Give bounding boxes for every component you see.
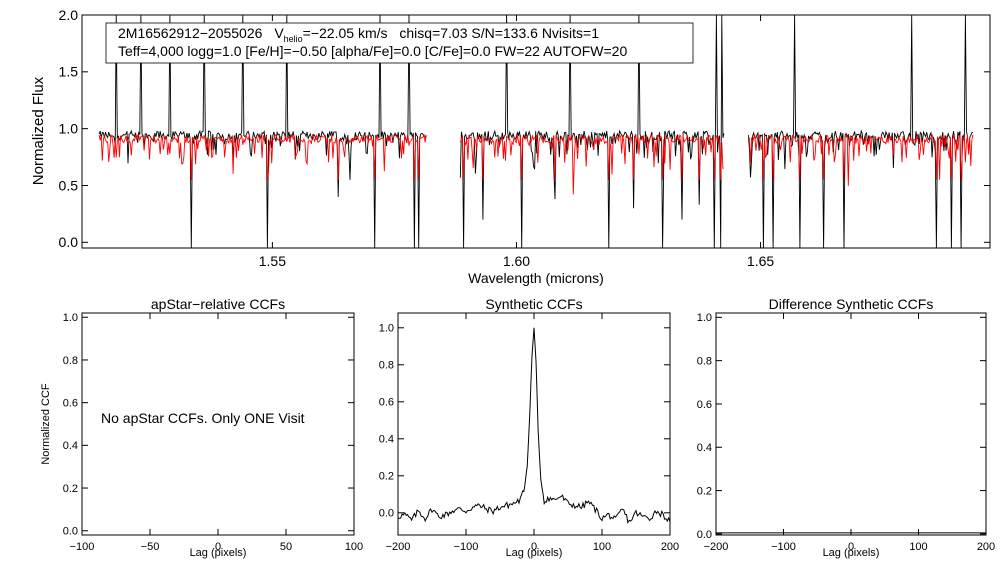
difference-ytick-label: 0.6 [697,399,712,411]
spectrum-legend: 2M16562912−2055026 Vhelio=−22.05 km/s ch… [105,22,694,64]
difference-title: Difference Synthetic CCFs [769,296,934,312]
synthetic-ytick-label: 1.0 [379,323,394,335]
spectrum-frame [81,14,991,249]
legend-star-id: 2M16562912−2055026 [118,25,263,41]
spectrum-panel: 1.55 1.60 1.65 0.0 0.5 1.0 1.5 2.0 2M16562912−2… [30,7,991,286]
difference-xtick-label: −100 [771,541,796,553]
apstar-xlabel: Lag (pixels) [190,547,247,559]
apstar-xtick-label: −100 [70,541,95,553]
spectrum-ytick-label: 0.5 [59,177,79,193]
difference-ytick-label: 0.2 [697,485,712,497]
apstar-xtick-label: 0 [215,541,221,553]
synthetic-title: Synthetic CCFs [485,296,582,312]
observed-spectrum-line [747,14,974,249]
synthetic-xlabel: Lag (pixels) [506,547,563,559]
apstar-annotation: No apStar CCFs. Only ONE Visit [101,410,305,426]
apstar-title: apStar−relative CCFs [151,296,285,312]
legend-vhelio-value: =−22.05 km/s [303,25,388,41]
legend-line-2: Teff=4,000 logg=1.0 [Fe/H]=−0.50 [alpha/… [118,43,627,59]
synthetic-ytick-label: 0.8 [379,360,394,372]
apstar-ytick-label: 0.2 [63,483,78,495]
synthetic-frame [397,312,671,536]
synthetic-xtick-label: 200 [661,541,679,553]
difference-xtick-label: −200 [704,541,729,553]
difference-frame [715,312,987,536]
model-spectrum-line [459,133,725,195]
difference-ytick-label: 1.0 [697,312,712,324]
spectrum-xtick-label: 1.55 [259,253,286,269]
spectrum-ytick-label: 1.0 [59,121,79,137]
spectrum-xlabel: Wavelength (microns) [468,270,604,286]
apstar-ytick-label: 0.8 [63,355,78,367]
difference-xlabel: Lag (pixels) [823,547,880,559]
synthetic-ytick-label: 0.4 [379,434,394,446]
apstar-ytick-label: 0.6 [63,398,78,410]
difference-ccf-panel: Difference Synthetic CCFs −200 −100 0 100 20… [697,296,995,559]
synthetic-xtick-label: 0 [531,541,537,553]
apstar-xtick-label: −50 [141,541,160,553]
difference-ytick-label: 0.4 [697,442,712,454]
synthetic-ytick-label: 0.6 [379,397,394,409]
observed-spectrum-line [459,14,725,249]
legend-line-1: 2M16562912−2055026 Vhelio=−22.05 km/s ch… [118,25,599,44]
apstar-ytick-label: 1.0 [63,312,78,324]
synthetic-xtick-label: −100 [454,541,479,553]
difference-xtick-label: 200 [977,541,995,553]
synthetic-xtick-label: 100 [593,541,611,553]
synthetic-ytick-label: 0.0 [379,508,394,520]
difference-ytick-label: 0.0 [697,529,712,541]
synthetic-ytick-label: 0.2 [379,471,394,483]
synthetic-xtick-label: −200 [386,541,411,553]
legend-vhelio-subscript: helio [284,34,303,44]
apstar-ytick-label: 0.4 [63,440,78,452]
spectrum-ytick-label: 2.0 [59,7,79,23]
model-spectrum-line [748,133,974,186]
apstar-ylabel: Normalized CCF [40,383,52,465]
apstar-ytick-label: 0.0 [63,526,78,538]
legend-vhelio-symbol: V [274,25,284,41]
spectrum-ylabel: Normalized Flux [30,76,47,185]
apstar-xtick-label: 50 [280,541,292,553]
spectrum-xtick-label: 1.60 [503,253,530,269]
legend-box [105,22,694,64]
apstar-ccf-panel: apStar−relative CCFs −100 −50 0 50 100 0.0 0.2… [40,296,363,559]
spectrum-xtick-label: 1.65 [747,253,774,269]
synthetic-ccf-line [397,327,671,524]
difference-xtick-label: 100 [909,541,927,553]
spectrum-ytick-label: 0.0 [59,234,79,250]
spectrum-ytick-label: 1.5 [59,64,79,80]
model-spectrum-line [98,133,427,180]
difference-ytick-label: 0.8 [697,355,712,367]
apstar-xtick-label: 100 [345,541,363,553]
synthetic-ccf-panel: Synthetic CCFs −200 −100 0 100 200 0.0 0.2 0.4 0… [379,296,679,559]
legend-stats: chisq=7.03 S/N=133.6 Nvisits=1 [399,25,599,41]
difference-xtick-label: 0 [848,541,854,553]
